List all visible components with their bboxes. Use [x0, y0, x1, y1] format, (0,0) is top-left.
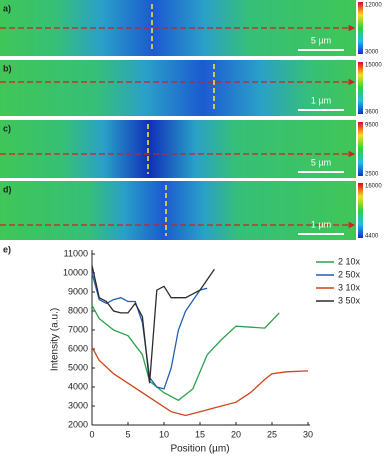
- y-tick-label: 4000: [68, 381, 88, 391]
- heatmap: [0, 60, 356, 116]
- x-tick-label: 0: [89, 429, 94, 439]
- y-tick-label: 6000: [68, 343, 88, 353]
- legend-label: 3 50x: [338, 295, 361, 305]
- y-tick-label: 3000: [68, 400, 88, 410]
- colorbar: [358, 2, 363, 54]
- series-line: [91, 346, 309, 417]
- x-tick-label: 5: [125, 429, 130, 439]
- colorbar-max: 15000: [365, 63, 382, 69]
- panel-label: b): [3, 63, 12, 73]
- y-tick-label: 5000: [68, 362, 88, 372]
- x-tick-label: 30: [303, 429, 313, 439]
- colorbar-max: 9500: [365, 123, 379, 129]
- series-line: [91, 272, 208, 390]
- legend-label: 2 50x: [338, 269, 361, 279]
- colorbar-min: 3600: [365, 110, 379, 116]
- x-tick-label: 25: [267, 429, 277, 439]
- series-line: [91, 265, 215, 384]
- colorbar-max: 16000: [365, 184, 382, 190]
- y-tick-label: 11000: [64, 248, 88, 258]
- colorbar-min: 3000: [365, 50, 379, 56]
- y-tick-label: 7000: [68, 324, 88, 334]
- y-tick-label: 8000: [68, 305, 88, 315]
- legend-label: 2 10x: [338, 256, 361, 266]
- colorbar: [358, 62, 363, 114]
- y-tick-label: 9000: [68, 286, 88, 296]
- y-axis-label: Intensity (a.u.): [50, 308, 61, 371]
- x-tick-label: 10: [159, 429, 169, 439]
- scale-bar-label: 5 µm: [311, 35, 331, 45]
- legend-label: 3 10x: [338, 282, 361, 292]
- panel-label: c): [3, 123, 11, 133]
- panel-label: a): [3, 3, 11, 13]
- x-axis-label: Position (µm): [170, 444, 229, 455]
- panel-label: d): [3, 184, 12, 194]
- y-tick-label: 10000: [63, 267, 88, 277]
- colorbar-min: 4400: [365, 234, 379, 240]
- x-tick-label: 15: [195, 429, 205, 439]
- y-tick-label: 2000: [68, 419, 88, 429]
- x-tick-label: 20: [231, 429, 241, 439]
- scale-bar-label: 1 µm: [311, 95, 331, 105]
- scale-bar-label: 1 µm: [311, 219, 331, 229]
- series-line: [91, 304, 280, 402]
- colorbar: [358, 122, 363, 176]
- heatmap: [0, 181, 356, 240]
- colorbar-max: 12000: [365, 3, 382, 9]
- panel-label: e): [3, 244, 11, 254]
- colorbar-min: 2500: [365, 172, 379, 178]
- heatmap: [0, 120, 356, 178]
- colorbar: [358, 183, 363, 238]
- scale-bar-label: 5 µm: [311, 157, 331, 167]
